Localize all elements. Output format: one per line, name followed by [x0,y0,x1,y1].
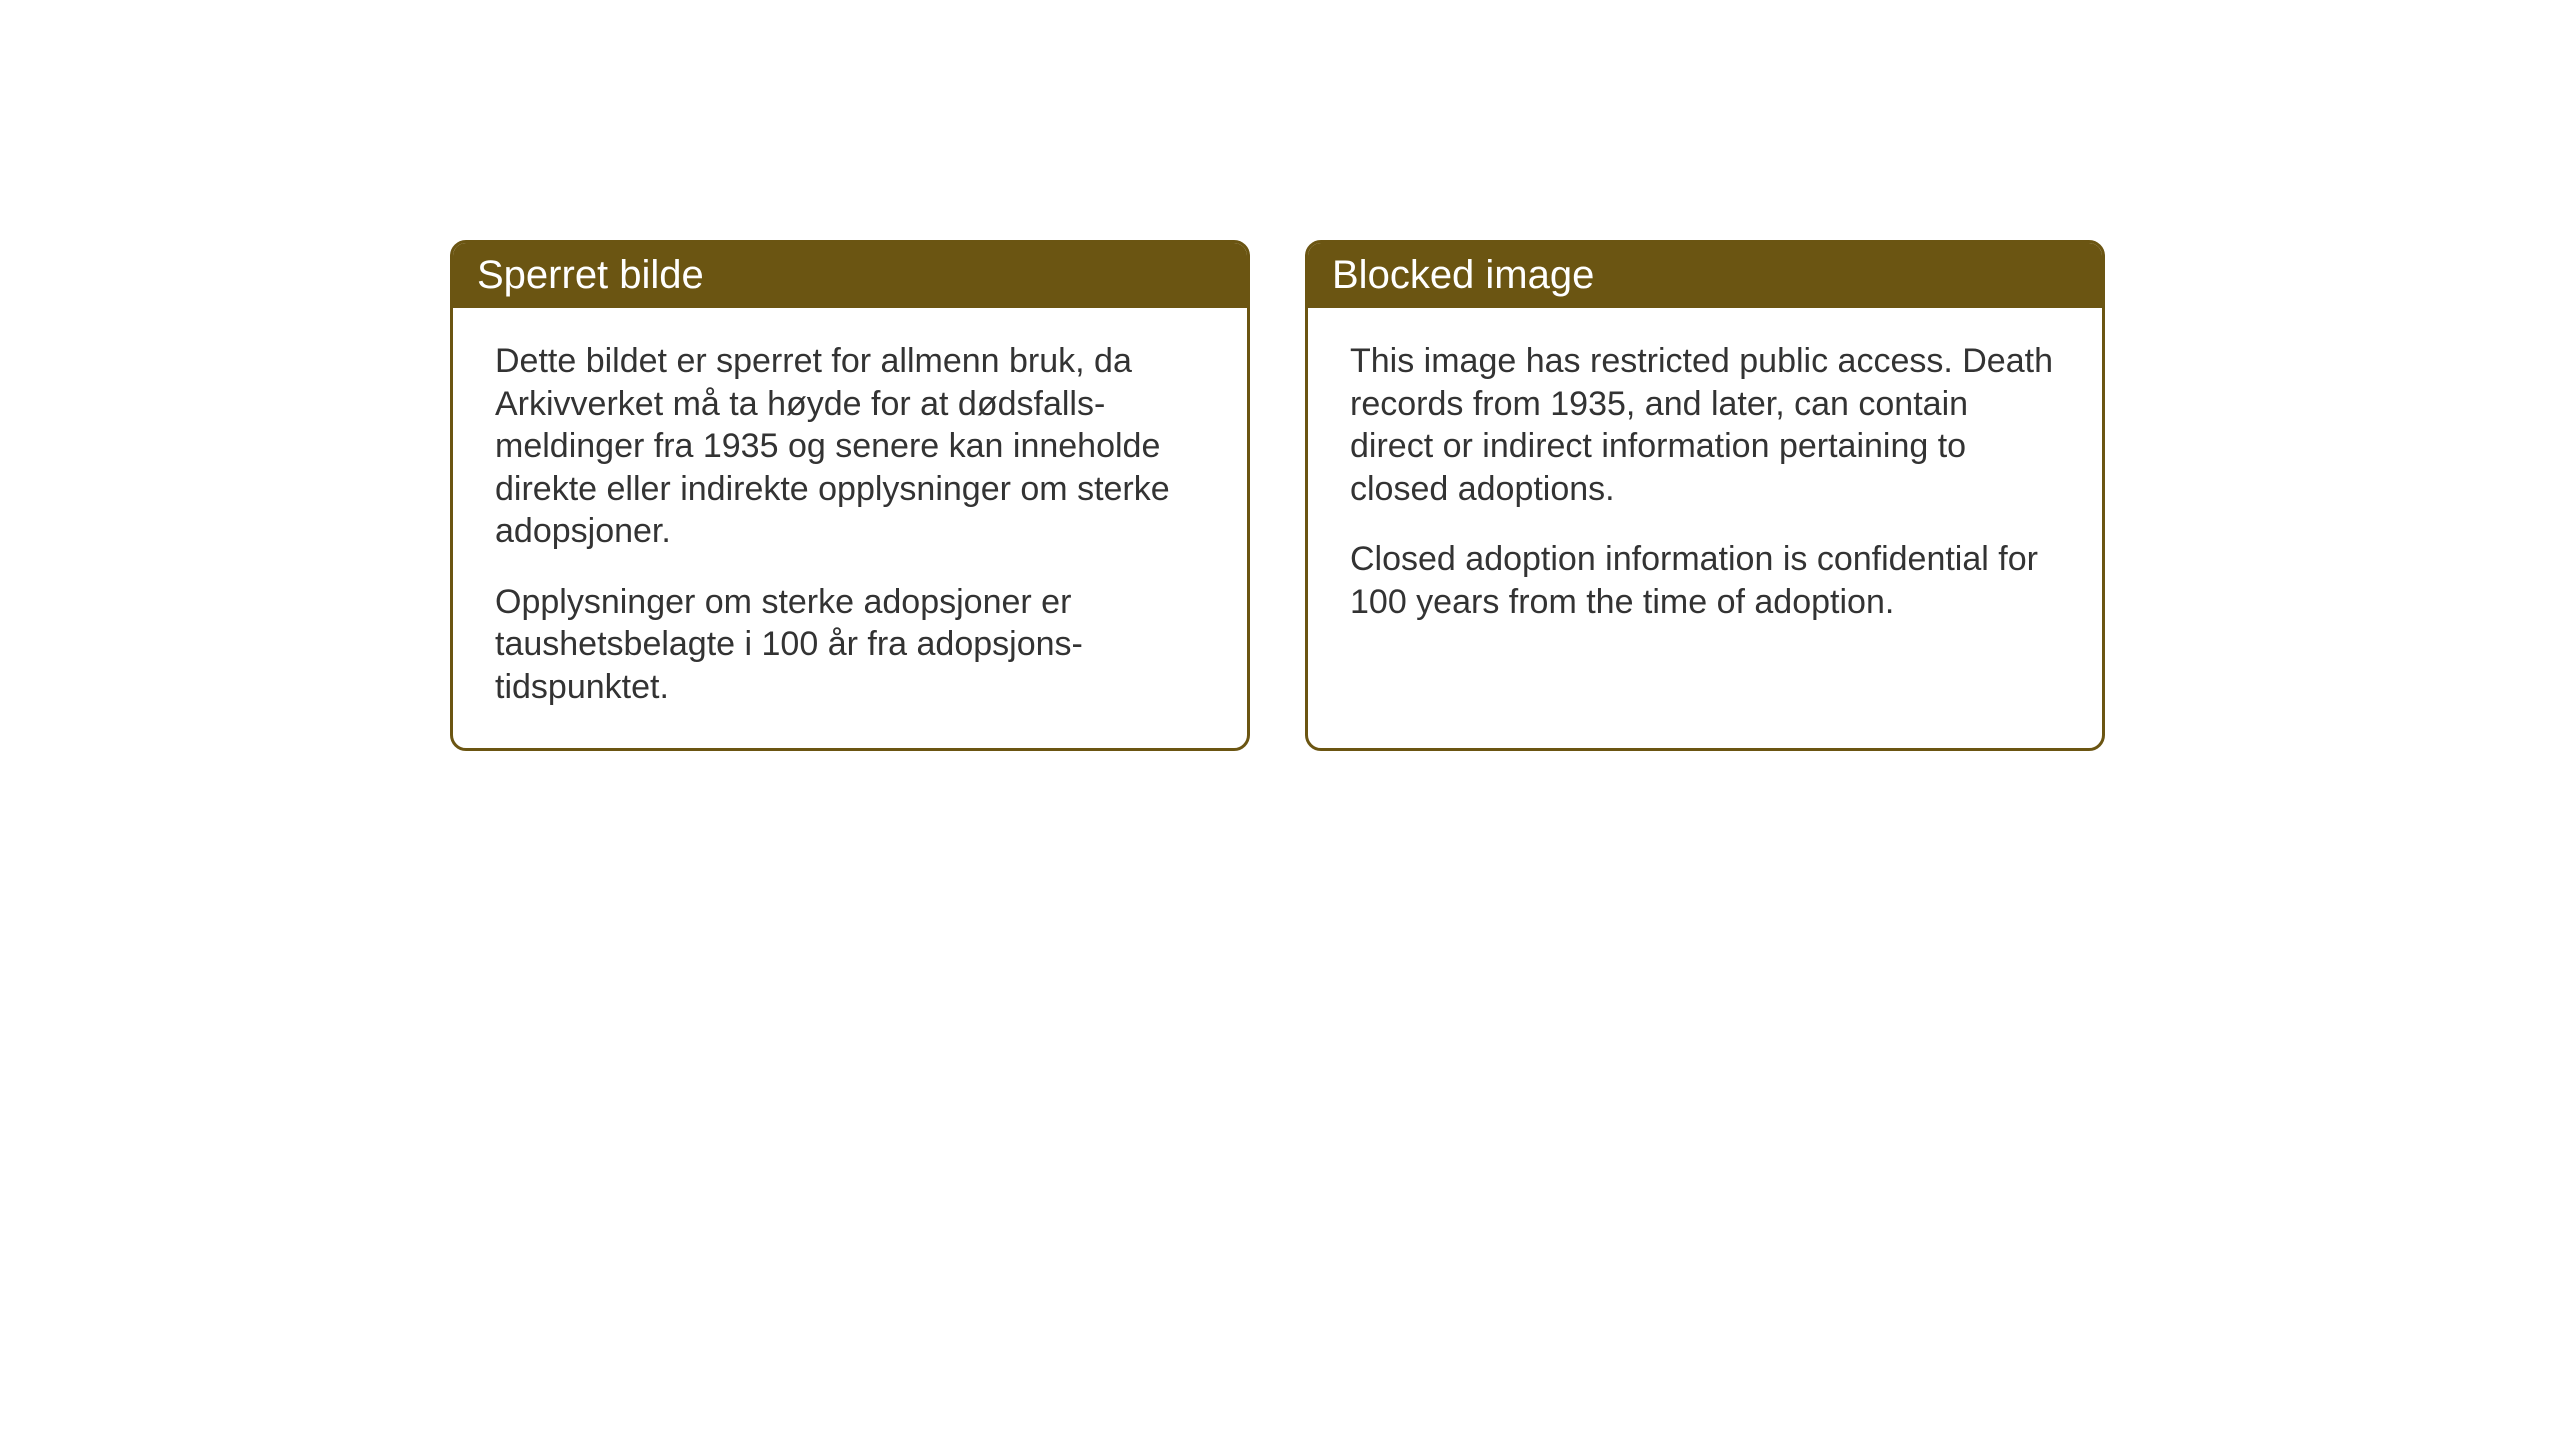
norwegian-notice-body: Dette bildet er sperret for allmenn bruk… [453,308,1247,748]
english-notice-title: Blocked image [1308,243,2102,308]
norwegian-paragraph-1: Dette bildet er sperret for allmenn bruk… [495,340,1205,553]
english-paragraph-2: Closed adoption information is confident… [1350,538,2060,623]
english-notice-body: This image has restricted public access.… [1308,308,2102,663]
norwegian-paragraph-2: Opplysninger om sterke adopsjoner er tau… [495,581,1205,709]
norwegian-notice-box: Sperret bilde Dette bildet er sperret fo… [450,240,1250,751]
norwegian-notice-title: Sperret bilde [453,243,1247,308]
english-notice-box: Blocked image This image has restricted … [1305,240,2105,751]
english-paragraph-1: This image has restricted public access.… [1350,340,2060,510]
notice-container: Sperret bilde Dette bildet er sperret fo… [450,240,2105,751]
